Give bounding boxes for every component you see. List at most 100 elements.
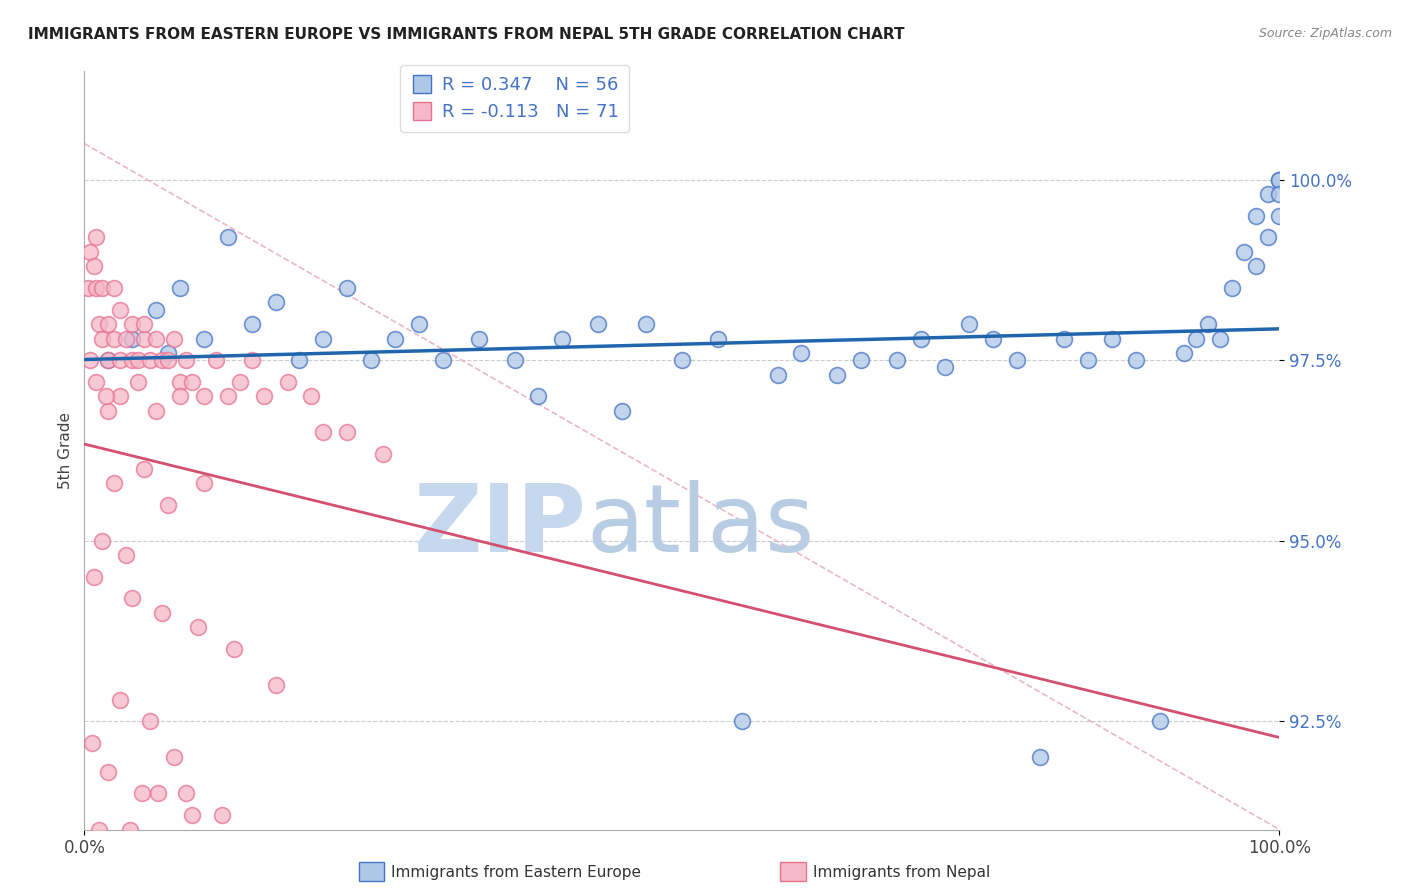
Point [240, 353, 263, 368]
Point [432, 353, 454, 368]
Point [1077, 353, 1099, 368]
Point [336, 425, 359, 440]
Point [1244, 260, 1267, 274]
Point [384, 332, 406, 346]
Point [87, 317, 110, 331]
Point [1257, 187, 1279, 202]
Point [127, 375, 149, 389]
Point [910, 332, 932, 346]
Point [118, 822, 141, 837]
Point [229, 375, 252, 389]
Text: ZIP: ZIP [413, 480, 586, 573]
Point [336, 281, 359, 295]
Point [264, 295, 287, 310]
Point [145, 302, 167, 317]
Text: IMMIGRANTS FROM EASTERN EUROPE VS IMMIGRANTS FROM NEPAL 5TH GRADE CORRELATION CH: IMMIGRANTS FROM EASTERN EUROPE VS IMMIGR… [28, 27, 904, 42]
Point [97, 317, 120, 331]
Point [527, 389, 550, 403]
Point [97, 764, 120, 779]
Point [79, 353, 101, 368]
Point [1197, 317, 1219, 331]
Point [790, 346, 813, 360]
Point [503, 353, 526, 368]
Point [181, 808, 204, 822]
Point [97, 353, 120, 368]
Point [97, 403, 120, 417]
Point [1257, 230, 1279, 244]
Point [373, 447, 395, 461]
Point [1185, 332, 1208, 346]
Point [240, 317, 263, 331]
Point [110, 302, 132, 317]
Point [671, 353, 693, 368]
Point [1173, 346, 1195, 360]
Point [277, 375, 299, 389]
Point [1005, 353, 1028, 368]
Legend: R = 0.347    N = 56, R = -0.113   N = 71: R = 0.347 N = 56, R = -0.113 N = 71 [399, 65, 630, 132]
Point [127, 353, 149, 368]
Point [1268, 209, 1291, 223]
Point [132, 332, 156, 346]
Point [264, 678, 287, 692]
Point [193, 389, 215, 403]
Point [731, 714, 754, 729]
Point [205, 353, 228, 368]
Point [851, 353, 873, 368]
Text: Source: ZipAtlas.com: Source: ZipAtlas.com [1258, 27, 1392, 40]
Point [163, 332, 186, 346]
Point [193, 475, 215, 490]
Point [1268, 172, 1291, 186]
Point [115, 332, 138, 346]
Point [97, 353, 120, 368]
Point [131, 787, 153, 801]
Point [91, 281, 114, 295]
Point [301, 389, 323, 403]
Point [91, 332, 114, 346]
Point [766, 368, 789, 382]
Point [145, 332, 167, 346]
Point [121, 332, 143, 346]
Point [827, 368, 849, 382]
Point [79, 244, 101, 259]
Point [157, 353, 180, 368]
Point [1233, 244, 1256, 259]
Point [1101, 332, 1123, 346]
Point [87, 822, 110, 837]
Text: Immigrants from Eastern Europe: Immigrants from Eastern Europe [391, 865, 641, 880]
Point [934, 360, 956, 375]
Point [103, 332, 125, 346]
Point [288, 353, 311, 368]
Point [174, 787, 197, 801]
Point [588, 317, 610, 331]
Point [121, 591, 143, 606]
Point [1268, 172, 1291, 186]
Point [150, 606, 173, 620]
Point [86, 230, 108, 244]
Point [886, 353, 908, 368]
Point [115, 548, 138, 562]
Point [1220, 281, 1243, 295]
Point [169, 389, 191, 403]
Point [253, 389, 276, 403]
Point [121, 317, 143, 331]
Point [612, 403, 634, 417]
Point [222, 642, 245, 657]
Point [110, 353, 132, 368]
Point [211, 808, 233, 822]
Point [957, 317, 980, 331]
Point [169, 281, 191, 295]
Point [636, 317, 658, 331]
Point [94, 389, 117, 403]
Point [551, 332, 574, 346]
Point [80, 736, 103, 750]
Point [91, 533, 114, 548]
Point [110, 389, 132, 403]
Point [157, 498, 180, 512]
Point [468, 332, 491, 346]
Point [145, 403, 167, 417]
Point [181, 375, 204, 389]
Point [312, 332, 335, 346]
Point [187, 620, 209, 634]
Point [1053, 332, 1076, 346]
Point [1244, 209, 1267, 223]
